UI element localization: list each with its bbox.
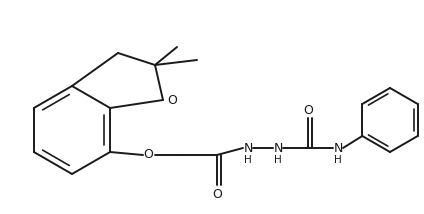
Text: O: O: [303, 104, 313, 116]
Text: H: H: [334, 155, 342, 165]
Text: H: H: [274, 155, 282, 165]
Text: H: H: [244, 155, 252, 165]
Text: O: O: [212, 189, 222, 202]
Text: N: N: [333, 141, 343, 155]
Text: O: O: [143, 149, 153, 162]
Text: O: O: [167, 94, 177, 107]
Text: N: N: [273, 141, 283, 155]
Text: N: N: [243, 141, 253, 155]
